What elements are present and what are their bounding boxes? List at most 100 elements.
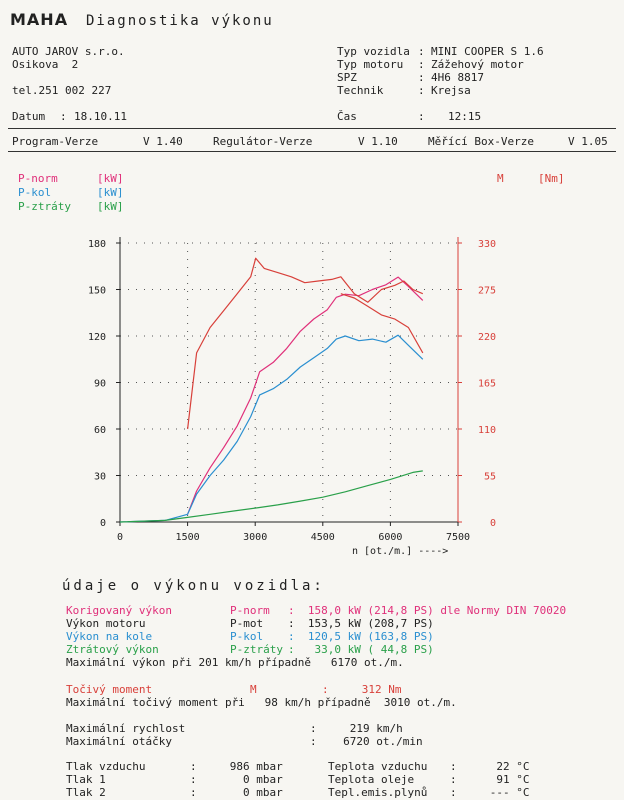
x-axis-label: n [ot./m.] ----> (352, 546, 448, 557)
time-label: Čas (337, 110, 357, 123)
wheel-power-symbol: P-kol (230, 630, 264, 643)
y-left-tick-label: 120 (88, 332, 106, 343)
max-power-line: Maximální výkon při 201 km/h případně 61… (66, 656, 404, 669)
max-rpm-value: : 6720 ot./min (310, 735, 423, 748)
x-tick-label: 1500 (176, 532, 200, 543)
y-left-tick-label: 180 (88, 239, 106, 250)
loss-power-label: Ztrátový výkon (66, 643, 159, 656)
y-left-tick-label: 90 (94, 379, 106, 390)
emission-temp-value: : --- °C (450, 786, 530, 799)
engine-type-colon: : (418, 58, 425, 71)
section-title: údaje o výkonu vozidla: (62, 578, 325, 594)
legend-torque-unit: [Nm] (538, 172, 565, 185)
max-rpm-label: Maximální otáčky (66, 735, 172, 748)
box-version-value: V 1.05 (568, 135, 608, 148)
torque-symbol: M (250, 683, 257, 696)
torque-value: : 312 Nm (322, 683, 402, 696)
time-value: 12:15 (448, 110, 482, 123)
x-tick-label: 7500 (446, 532, 470, 543)
y-right-tick-label: 275 (478, 286, 496, 297)
pressure2-label: Tlak 2 (66, 786, 106, 799)
technician-label: Technik (337, 84, 384, 97)
oil-temp-value: : 91 °C (450, 773, 530, 786)
loss-power-value: : 33,0 kW ( 44,8 PS) (288, 643, 434, 656)
y-left-tick-label: 150 (88, 286, 106, 297)
engine-power-symbol: P-mot (230, 617, 264, 630)
legend-p-norm: P-norm (18, 172, 58, 185)
y-right-tick-label: 110 (478, 425, 496, 436)
air-pressure-label: Tlak vzduchu (66, 760, 146, 773)
program-version-value: V 1.40 (143, 135, 183, 148)
time-colon: : (418, 110, 425, 123)
max-speed-label: Maximální rychlost (66, 722, 186, 735)
loss-power-symbol: P-ztráty (230, 643, 283, 656)
divider-versions (8, 151, 616, 152)
corrected-power-label: Korigovaný výkon (66, 604, 172, 617)
regulator-version-value: V 1.10 (358, 135, 398, 148)
legend-p-kol: P-kol (18, 186, 52, 199)
vehicle-type-value: MINI COOPER S 1.6 (431, 45, 544, 58)
legend-p-kol-unit: [kW] (97, 186, 124, 199)
oil-temp-label: Teplota oleje (328, 773, 415, 786)
x-tick-label: 3000 (243, 532, 267, 543)
legend-p-ztraty-unit: [kW] (97, 200, 124, 213)
torque-label: Točivý moment (66, 683, 153, 696)
engine-type-label: Typ motoru (337, 58, 404, 71)
corrected-power-symbol: P-norm (230, 604, 270, 617)
vehicle-type-label: Typ vozidla (337, 45, 410, 58)
series-line-m-lower (340, 293, 424, 354)
vehicle-type-colon: : (418, 45, 425, 58)
maha-logo: MAHA (10, 10, 69, 29)
y-right-tick-label: 330 (478, 239, 496, 250)
engine-power-value: : 153,5 kW (208,7 PS) (288, 617, 434, 630)
box-version-label: Měřící Box-Verze (428, 135, 534, 148)
y-right-tick-label: 165 (478, 379, 496, 390)
series-line-m (187, 257, 424, 430)
air-temp-label: Teplota vzduchu (328, 760, 428, 773)
spz-colon: : (418, 71, 425, 84)
regulator-version-label: Regulátor-Verze (213, 135, 313, 148)
y-left-tick-label: 30 (94, 472, 106, 483)
company-street: Osikova 2 (12, 58, 79, 71)
wheel-power-value: : 120,5 kW (163,8 PS) (288, 630, 434, 643)
legend-p-norm-unit: [kW] (97, 172, 124, 185)
pressure1-value: : 0 mbar (190, 773, 283, 786)
date-colon: : (60, 110, 67, 123)
x-tick-label: 6000 (378, 532, 402, 543)
program-version-label: Program-Verze (12, 135, 99, 148)
wheel-power-label: Výkon na kole (66, 630, 153, 643)
divider-top (8, 128, 616, 129)
y-left-tick-label: 0 (100, 518, 106, 529)
technician-value: Krejsa (431, 84, 471, 97)
emission-temp-label: Tepl.emis.plynů (328, 786, 428, 799)
max-torque-line: Maximální točivý moment při 98 km/h příp… (66, 696, 457, 709)
date-label: Datum (12, 110, 46, 123)
spz-value: 4H6 8817 (431, 71, 484, 84)
y-right-tick-label: 55 (484, 472, 496, 483)
y-right-tick-label: 0 (490, 518, 496, 529)
company-phone: tel.251 002 227 (12, 84, 112, 97)
engine-type-value: Zážehový motor (431, 58, 524, 71)
air-temp-value: : 22 °C (450, 760, 530, 773)
page-title: Diagnostika výkonu (86, 13, 274, 29)
date-value: 18.10.11 (74, 110, 127, 123)
legend-p-ztraty: P-ztráty (18, 200, 71, 213)
series-line-p-ztr-ty (119, 470, 423, 523)
power-torque-chart: 0 30 60 90 120 150 180 0 55 110 165 220 275 330 0 1500 3… (88, 237, 496, 557)
technician-colon: : (418, 84, 425, 97)
y-right-tick-label: 220 (478, 332, 496, 343)
legend-torque: M (497, 172, 504, 185)
engine-power-label: Výkon motoru (66, 617, 146, 630)
corrected-power-value: : 158,0 kW (214,8 PS) dle Normy DIN 7002… (288, 604, 567, 617)
spz-label: SPZ (337, 71, 357, 84)
series-line-p-kol (119, 334, 424, 523)
series-line-p-norm (187, 276, 424, 515)
max-speed-value: : 219 km/h (310, 722, 403, 735)
pressure1-label: Tlak 1 (66, 773, 106, 786)
company-name: AUTO JAROV s.r.o. (12, 45, 125, 58)
pressure2-value: : 0 mbar (190, 786, 283, 799)
x-tick-label: 0 (117, 532, 123, 543)
air-pressure-value: : 986 mbar (190, 760, 283, 773)
y-left-tick-label: 60 (94, 425, 106, 436)
x-tick-label: 4500 (311, 532, 335, 543)
